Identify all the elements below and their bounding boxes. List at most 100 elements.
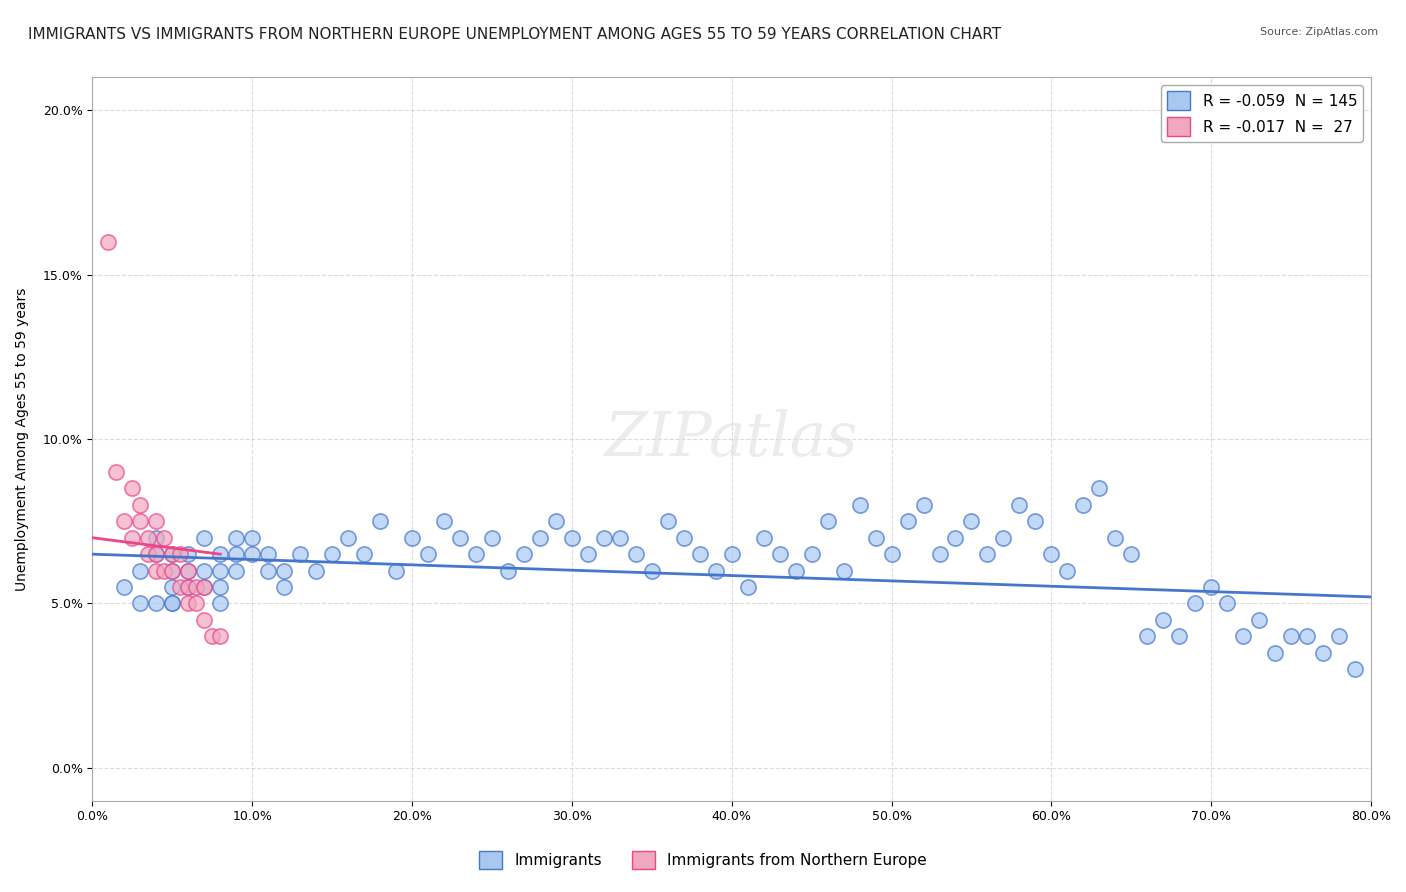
Point bbox=[169, 580, 191, 594]
Point bbox=[186, 580, 208, 594]
Point bbox=[273, 580, 295, 594]
Point bbox=[1264, 646, 1286, 660]
Point bbox=[912, 498, 935, 512]
Point bbox=[465, 547, 488, 561]
Point bbox=[121, 482, 143, 496]
Point bbox=[177, 597, 200, 611]
Point bbox=[177, 580, 200, 594]
Point bbox=[129, 498, 152, 512]
Point bbox=[945, 531, 967, 545]
Point bbox=[561, 531, 583, 545]
Point bbox=[337, 531, 360, 545]
Point bbox=[609, 531, 631, 545]
Point bbox=[162, 564, 184, 578]
Point bbox=[177, 564, 200, 578]
Point bbox=[1312, 646, 1334, 660]
Point bbox=[689, 547, 711, 561]
Point bbox=[593, 531, 616, 545]
Text: ZIPatlas: ZIPatlas bbox=[605, 409, 859, 469]
Point bbox=[321, 547, 343, 561]
Y-axis label: Unemployment Among Ages 55 to 59 years: Unemployment Among Ages 55 to 59 years bbox=[15, 287, 30, 591]
Point bbox=[240, 531, 263, 545]
Point bbox=[1199, 580, 1222, 594]
Point bbox=[273, 564, 295, 578]
Point bbox=[1104, 531, 1126, 545]
Point bbox=[177, 547, 200, 561]
Point bbox=[529, 531, 551, 545]
Point bbox=[1121, 547, 1143, 561]
Point bbox=[129, 597, 152, 611]
Point bbox=[576, 547, 599, 561]
Point bbox=[817, 514, 839, 528]
Point bbox=[896, 514, 918, 528]
Point bbox=[1024, 514, 1046, 528]
Point bbox=[1344, 662, 1367, 676]
Point bbox=[225, 564, 247, 578]
Point bbox=[1168, 629, 1191, 643]
Point bbox=[162, 597, 184, 611]
Point bbox=[162, 547, 184, 561]
Point bbox=[153, 531, 176, 545]
Point bbox=[145, 531, 167, 545]
Legend: Immigrants, Immigrants from Northern Europe: Immigrants, Immigrants from Northern Eur… bbox=[472, 845, 934, 875]
Point bbox=[1232, 629, 1254, 643]
Point bbox=[800, 547, 823, 561]
Point bbox=[672, 531, 695, 545]
Point bbox=[145, 514, 167, 528]
Point bbox=[368, 514, 391, 528]
Point bbox=[209, 580, 232, 594]
Point bbox=[225, 531, 247, 545]
Point bbox=[1040, 547, 1063, 561]
Point bbox=[257, 564, 280, 578]
Point bbox=[290, 547, 312, 561]
Point bbox=[1184, 597, 1206, 611]
Point bbox=[496, 564, 519, 578]
Point bbox=[385, 564, 408, 578]
Point bbox=[97, 235, 120, 249]
Point bbox=[129, 564, 152, 578]
Point bbox=[162, 597, 184, 611]
Text: Source: ZipAtlas.com: Source: ZipAtlas.com bbox=[1260, 27, 1378, 37]
Point bbox=[138, 547, 160, 561]
Point bbox=[105, 465, 128, 479]
Point bbox=[1136, 629, 1159, 643]
Point bbox=[209, 597, 232, 611]
Point bbox=[1056, 564, 1078, 578]
Point bbox=[186, 597, 208, 611]
Point bbox=[1216, 597, 1239, 611]
Point bbox=[162, 547, 184, 561]
Point bbox=[1073, 498, 1095, 512]
Point bbox=[993, 531, 1015, 545]
Point bbox=[449, 531, 471, 545]
Point bbox=[832, 564, 855, 578]
Point bbox=[769, 547, 792, 561]
Point bbox=[193, 580, 215, 594]
Point bbox=[209, 547, 232, 561]
Point bbox=[785, 564, 807, 578]
Point bbox=[129, 514, 152, 528]
Point bbox=[737, 580, 759, 594]
Point bbox=[145, 547, 167, 561]
Point bbox=[433, 514, 456, 528]
Point bbox=[193, 613, 215, 627]
Point bbox=[513, 547, 536, 561]
Point bbox=[193, 564, 215, 578]
Point bbox=[641, 564, 664, 578]
Point bbox=[162, 580, 184, 594]
Point bbox=[880, 547, 903, 561]
Point bbox=[401, 531, 423, 545]
Point bbox=[209, 564, 232, 578]
Point bbox=[193, 531, 215, 545]
Point bbox=[209, 629, 232, 643]
Point bbox=[1279, 629, 1302, 643]
Point bbox=[177, 580, 200, 594]
Point bbox=[353, 547, 375, 561]
Point bbox=[257, 547, 280, 561]
Point bbox=[201, 629, 224, 643]
Point bbox=[544, 514, 567, 528]
Point bbox=[153, 564, 176, 578]
Point bbox=[481, 531, 503, 545]
Point bbox=[416, 547, 439, 561]
Point bbox=[121, 531, 143, 545]
Point bbox=[1152, 613, 1174, 627]
